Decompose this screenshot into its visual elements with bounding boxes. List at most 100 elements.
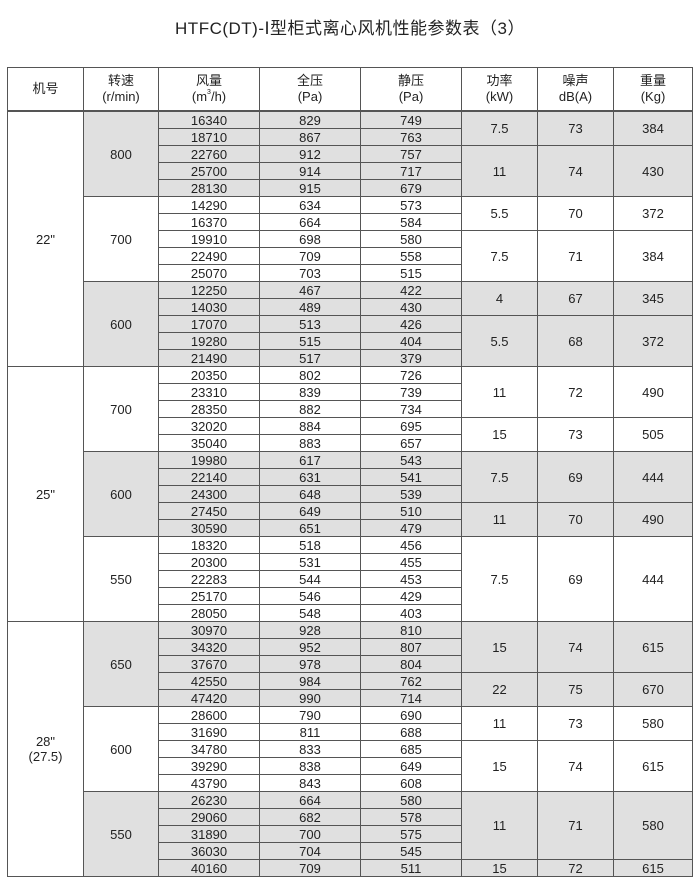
table-row: 28" (27.5) 650 30970 928 810 15 74 615	[7, 621, 693, 877]
table-row: 29060 682 578	[8, 808, 693, 826]
total-pressure-cell: 882	[259, 400, 361, 418]
flow-cell: 25700	[158, 162, 260, 180]
flow-cell: 31890	[158, 825, 260, 843]
weight-cell: 490	[613, 366, 693, 418]
flow-cell: 32020	[158, 417, 260, 435]
static-pressure-cell: 688	[360, 723, 462, 741]
static-pressure-cell: 717	[360, 162, 462, 180]
weight-cell: 615	[613, 621, 693, 673]
power-cell: 11	[461, 706, 538, 741]
static-pressure-cell: 511	[360, 859, 462, 877]
total-pressure-cell: 617	[259, 451, 361, 469]
flow-cell: 22760	[158, 145, 260, 163]
table-row: 34320 952 807	[8, 638, 693, 656]
flow-cell: 35040	[158, 434, 260, 452]
static-pressure-cell: 541	[360, 468, 462, 486]
flow-cell: 22490	[158, 247, 260, 265]
weight-cell: 580	[613, 706, 693, 741]
flow-cell: 12250	[158, 281, 260, 299]
flow-cell: 28350	[158, 400, 260, 418]
page-title: HTFC(DT)-Ⅰ型柜式离心风机性能参数表（3）	[175, 19, 525, 38]
static-pressure-cell: 479	[360, 519, 462, 537]
static-pressure-cell: 584	[360, 213, 462, 231]
noise-cell: 73	[537, 417, 614, 452]
flow-cell: 21490	[158, 349, 260, 367]
static-pressure-cell: 403	[360, 604, 462, 622]
power-cell: 15	[461, 417, 538, 452]
speed-cell: 600	[83, 451, 159, 537]
flow-cell: 40160	[158, 859, 260, 877]
header-row: 机号 转速 (r/min) 风量 (m3/h) 全压 (Pa) 静压 (Pa) 功率 (k…	[7, 67, 693, 112]
static-pressure-cell: 810	[360, 621, 462, 639]
total-pressure-cell: 867	[259, 128, 361, 146]
table-row: 700 14290 634 573 5.5 70 372	[8, 196, 693, 282]
table-row: 25700 914 717	[8, 162, 693, 180]
header-power: 功率 (kW)	[461, 67, 538, 112]
flow-cell: 19980	[158, 451, 260, 469]
weight-cell: 580	[613, 791, 693, 860]
header-weight-unit: (Kg)	[640, 89, 666, 104]
flow-cell: 18320	[158, 536, 260, 554]
flow-cell: 19280	[158, 332, 260, 350]
noise-cell: 74	[537, 621, 614, 673]
static-pressure-cell: 545	[360, 842, 462, 860]
total-pressure-cell: 649	[259, 502, 361, 520]
power-cell: 7.5	[461, 110, 538, 146]
static-pressure-cell: 762	[360, 672, 462, 690]
static-pressure-cell: 757	[360, 145, 462, 163]
total-pressure-cell: 544	[259, 570, 361, 588]
header-weight: 重量 (Kg)	[613, 67, 693, 112]
noise-cell: 72	[537, 366, 614, 418]
static-pressure-cell: 580	[360, 791, 462, 809]
flow-cell: 37670	[158, 655, 260, 673]
flow-cell: 18710	[158, 128, 260, 146]
noise-cell: 71	[537, 230, 614, 282]
total-pressure-cell: 489	[259, 298, 361, 316]
table-row: 600 12250 467 422 4 67 345	[8, 281, 693, 367]
weight-cell: 615	[613, 859, 693, 877]
static-pressure-cell: 657	[360, 434, 462, 452]
header-speed-label: 转速	[107, 73, 134, 88]
total-pressure-cell: 664	[259, 213, 361, 231]
total-pressure-cell: 883	[259, 434, 361, 452]
table-row: 17070 513 426 5.5 68 372	[8, 315, 693, 367]
table-row: 32020 884 695 15 73 505	[8, 417, 693, 452]
flow-cell: 47420	[158, 689, 260, 707]
table-row: 550 26230 664 580 11 71 580	[8, 791, 693, 877]
table-body: 22" 800 16340 829 749 7.5 73 384 18710 867 763 2276…	[7, 110, 693, 877]
header-total-pressure: 全压 (Pa)	[259, 67, 361, 112]
table-row: 22" 800 16340 829 749 7.5 73 384	[7, 110, 693, 367]
flow-cell: 20300	[158, 553, 260, 571]
flow-cell: 28050	[158, 604, 260, 622]
static-pressure-cell: 426	[360, 315, 462, 333]
table-row: 600 28600 790 690 11 73 580	[8, 706, 693, 792]
noise-cell: 69	[537, 536, 614, 622]
table-row: 14030 489 430	[8, 298, 693, 316]
static-pressure-cell: 739	[360, 383, 462, 401]
total-pressure-cell: 517	[259, 349, 361, 367]
total-pressure-cell: 709	[259, 247, 361, 265]
total-pressure-cell: 912	[259, 145, 361, 163]
table-row: 600 19980 617 543 7.5 69 444	[8, 451, 693, 537]
static-pressure-cell: 404	[360, 332, 462, 350]
model-cell: 22"	[7, 110, 84, 367]
noise-cell: 74	[537, 145, 614, 197]
flow-cell: 26230	[158, 791, 260, 809]
flow-cell: 28600	[158, 706, 260, 724]
flow-cell: 27450	[158, 502, 260, 520]
static-pressure-cell: 558	[360, 247, 462, 265]
power-cell: 11	[461, 366, 538, 418]
static-pressure-cell: 379	[360, 349, 462, 367]
static-pressure-cell: 804	[360, 655, 462, 673]
noise-cell: 70	[537, 196, 614, 231]
weight-cell: 490	[613, 502, 693, 537]
table-row: 21490 517 379	[8, 349, 693, 367]
noise-cell: 71	[537, 791, 614, 860]
total-pressure-cell: 811	[259, 723, 361, 741]
table-row: 47420 990 714	[8, 689, 693, 707]
noise-cell: 67	[537, 281, 614, 316]
total-pressure-cell: 709	[259, 859, 361, 877]
header-speed: 转速 (r/min)	[83, 67, 159, 112]
header-static-pressure-label: 静压	[397, 73, 424, 88]
total-pressure-cell: 978	[259, 655, 361, 673]
